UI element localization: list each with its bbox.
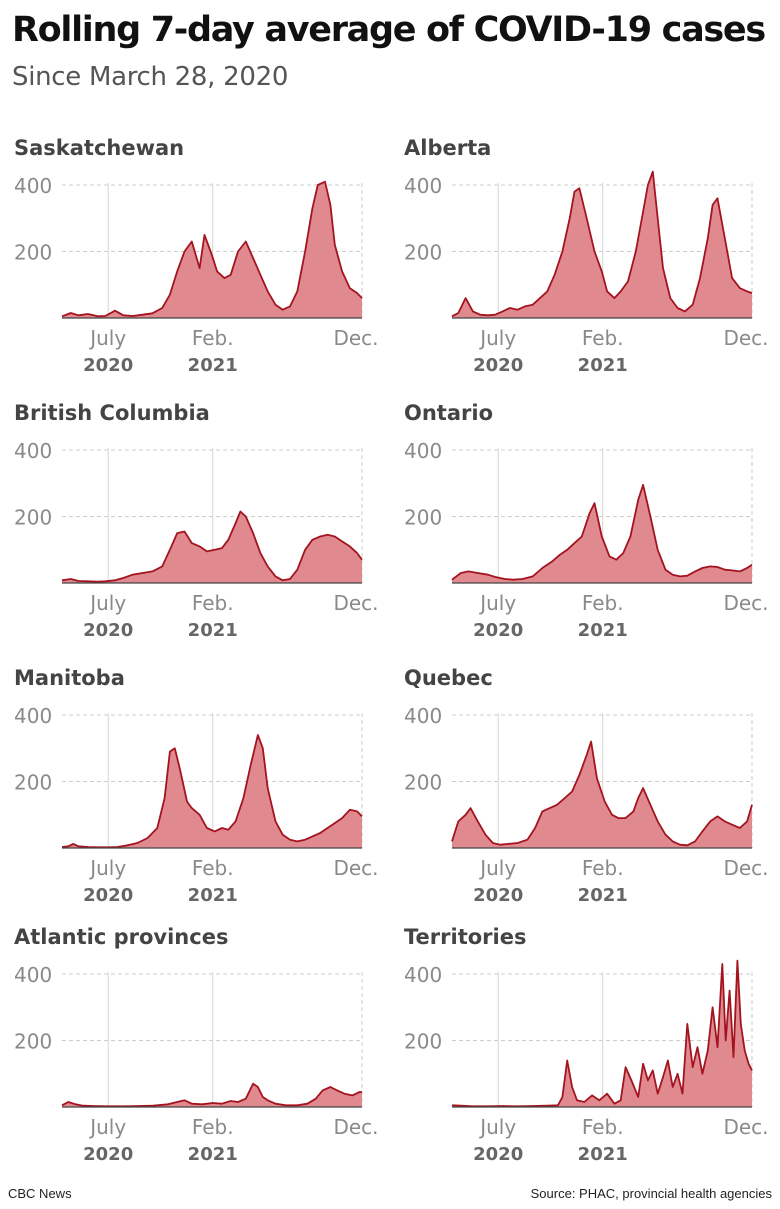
x-tick-label: Dec.	[723, 591, 768, 615]
series-line	[61, 510, 363, 583]
x-year-label: 2021	[578, 1144, 628, 1165]
series-line	[61, 1082, 362, 1108]
y-tick-label: 200	[14, 1030, 52, 1054]
x-year-label: 2020	[83, 620, 133, 641]
x-year-label: 2021	[188, 355, 238, 376]
x-tick-label: Feb.	[192, 591, 234, 615]
series-area	[62, 735, 362, 848]
y-tick-label: 200	[404, 771, 442, 795]
x-year-label: 2021	[188, 885, 238, 906]
series-area	[452, 484, 752, 583]
series-area	[62, 511, 362, 583]
series-area	[452, 960, 752, 1107]
x-year-label: 2020	[473, 1144, 523, 1165]
series-area	[62, 1083, 362, 1107]
x-year-label: 2021	[188, 1144, 238, 1165]
x-tick-label: Feb.	[582, 591, 624, 615]
y-tick-label: 400	[14, 963, 52, 987]
source-note: Source: PHAC, provincial health agencies	[530, 1186, 772, 1201]
y-tick-label: 400	[404, 174, 442, 198]
x-tick-label: Dec.	[333, 856, 378, 880]
series-line	[61, 180, 363, 318]
x-tick-label: Feb.	[582, 326, 624, 350]
x-year-label: 2021	[578, 620, 628, 641]
x-tick-label: July	[478, 1115, 516, 1139]
x-tick-label: July	[88, 1115, 126, 1139]
credit-label: CBC News	[8, 1186, 72, 1201]
x-tick-label: July	[88, 326, 126, 350]
x-year-label: 2020	[83, 1144, 133, 1165]
x-tick-label: Dec.	[333, 591, 378, 615]
y-tick-label: 200	[404, 241, 442, 265]
x-tick-label: July	[88, 856, 126, 880]
series-area	[452, 171, 752, 318]
x-tick-label: Feb.	[582, 1115, 624, 1139]
x-tick-label: Feb.	[582, 856, 624, 880]
x-year-label: 2020	[473, 885, 523, 906]
panel-title: Ontario	[404, 401, 493, 425]
y-tick-label: 200	[14, 506, 52, 530]
y-tick-label: 400	[14, 704, 52, 728]
x-tick-label: Feb.	[192, 326, 234, 350]
y-tick-label: 200	[14, 241, 52, 265]
x-year-label: 2020	[473, 355, 523, 376]
x-tick-label: Dec.	[333, 326, 378, 350]
x-tick-label: July	[478, 326, 516, 350]
y-tick-label: 400	[14, 174, 52, 198]
x-tick-label: Dec.	[333, 1115, 378, 1139]
y-tick-label: 400	[404, 963, 442, 987]
panel-title: Quebec	[404, 666, 493, 690]
series-line	[451, 959, 753, 1108]
chart-subtitle: Since March 28, 2020	[12, 62, 289, 92]
y-tick-label: 200	[14, 771, 52, 795]
x-tick-label: Feb.	[192, 1115, 234, 1139]
y-tick-label: 200	[404, 1030, 442, 1054]
x-tick-label: July	[478, 591, 516, 615]
x-tick-label: Dec.	[723, 1115, 768, 1139]
x-tick-label: Feb.	[192, 856, 234, 880]
series-line	[451, 170, 753, 318]
x-tick-label: July	[88, 591, 126, 615]
panel-title: Atlantic provinces	[14, 925, 228, 949]
x-year-label: 2020	[473, 620, 523, 641]
y-tick-label: 200	[404, 506, 442, 530]
x-year-label: 2021	[578, 885, 628, 906]
panel-title: Alberta	[404, 136, 491, 160]
panel-title: British Columbia	[14, 401, 210, 425]
series-line	[61, 734, 363, 849]
series-line	[451, 484, 753, 581]
panel-title: Saskatchewan	[14, 136, 184, 160]
y-tick-label: 400	[404, 704, 442, 728]
series-line	[451, 740, 753, 847]
x-tick-label: July	[478, 856, 516, 880]
chart-title: Rolling 7-day average of COVID-19 cases	[12, 10, 766, 50]
panel-title: Territories	[404, 925, 526, 949]
x-tick-label: Dec.	[723, 326, 768, 350]
x-tick-label: Dec.	[723, 856, 768, 880]
panel-title: Manitoba	[14, 666, 125, 690]
series-area	[62, 181, 362, 318]
x-year-label: 2021	[578, 355, 628, 376]
x-year-label: 2020	[83, 355, 133, 376]
x-year-label: 2020	[83, 885, 133, 906]
y-tick-label: 400	[404, 439, 442, 463]
y-tick-label: 400	[14, 439, 52, 463]
x-year-label: 2021	[188, 620, 238, 641]
